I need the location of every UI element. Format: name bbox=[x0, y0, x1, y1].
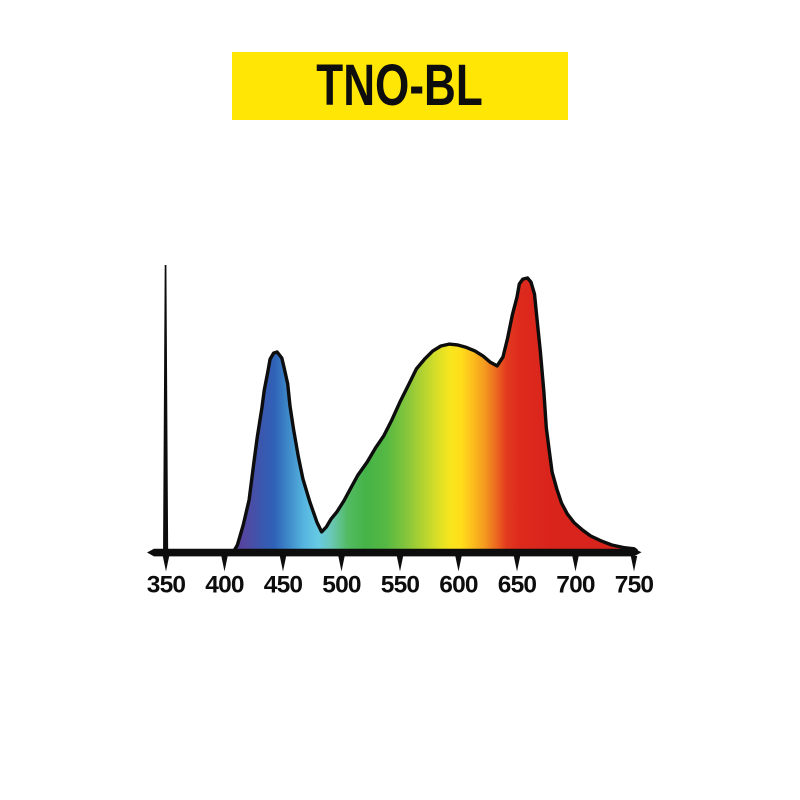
spectrum-area-layer bbox=[232, 276, 638, 553]
x-tick-label: 650 bbox=[498, 572, 537, 599]
axes-layer bbox=[147, 265, 642, 557]
x-tick bbox=[572, 556, 579, 572]
x-tick bbox=[162, 556, 170, 572]
product-name-banner: TNO-BL bbox=[232, 52, 568, 120]
x-tick-label: 700 bbox=[556, 572, 595, 599]
x-tick-label: 450 bbox=[264, 572, 303, 599]
x-tick-label: 750 bbox=[615, 572, 654, 599]
x-tick bbox=[455, 556, 462, 572]
x-tick-label: 550 bbox=[381, 572, 420, 599]
x-tick bbox=[513, 556, 521, 572]
product-name-label: TNO-BL bbox=[316, 53, 484, 118]
x-tick-label: 350 bbox=[147, 572, 186, 599]
x-tick bbox=[279, 556, 287, 572]
spectrum-area bbox=[232, 276, 638, 553]
x-tick bbox=[630, 556, 638, 572]
y-axis bbox=[163, 265, 169, 557]
x-tick bbox=[221, 556, 228, 572]
x-tick bbox=[396, 556, 404, 572]
x-tick bbox=[338, 556, 345, 572]
x-axis bbox=[147, 548, 642, 557]
x-tick-label: 400 bbox=[205, 572, 244, 599]
x-tick-label: 500 bbox=[322, 572, 361, 599]
x-tick-label: 600 bbox=[439, 572, 478, 599]
x-ticks-layer: 350 400 450 500 550 600 650 700 750 bbox=[147, 556, 654, 599]
